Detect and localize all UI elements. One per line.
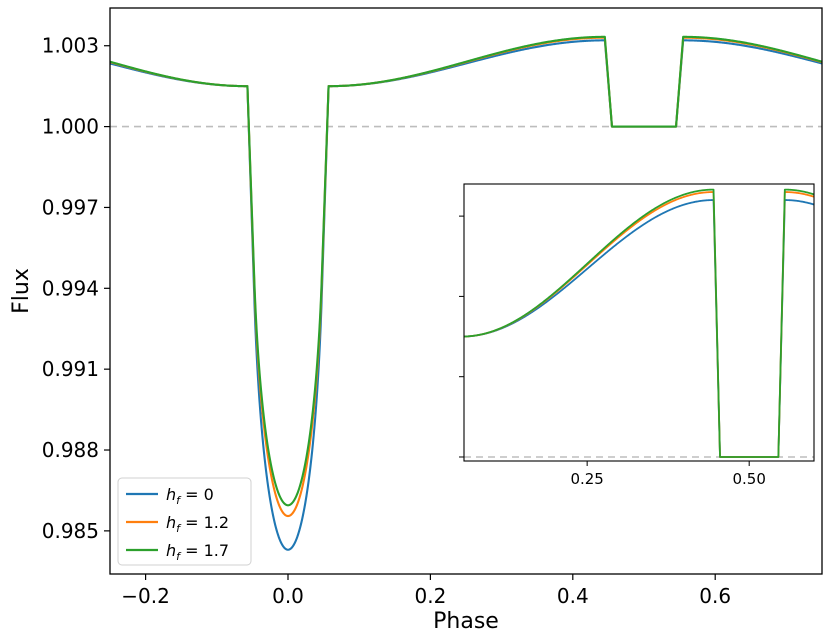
series-line-2 [110,35,822,507]
inset-background [464,184,814,461]
inset-plot-area [464,188,814,458]
legend-entry-label: hf = 1.7 [166,541,229,563]
inset-x-tick-label: 0.25 [570,470,603,488]
main-y-ticks: 0.985 0.988 0.991 0.994 0.997 1.000 1.003 [42,34,110,543]
y-tick-label: 1.003 [42,34,99,58]
main-axes-frame [109,7,823,575]
inset-y-ticks [459,215,464,458]
legend-entry-label: hf = 0 [166,485,214,507]
y-axis-label: Flux [9,268,34,314]
y-tick-label: 0.994 [42,276,99,300]
y-tick-label: 1.000 [42,115,99,139]
y-tick-label: 0.991 [42,357,99,381]
x-tick-label: −0.2 [121,584,170,608]
main-x-ticks: −0.2 0.0 0.2 0.4 0.6 [121,574,731,608]
legend-entry-label: hf = 1.2 [166,513,229,535]
y-tick-label: 0.985 [42,519,99,543]
x-tick-label: 0.2 [414,584,446,608]
x-tick-label: 0.0 [272,584,304,608]
x-tick-label: 0.6 [699,584,731,608]
x-axis-label: Phase [433,609,499,634]
legend-box [117,477,252,566]
main-plot-area [110,35,822,551]
inset-x-ticks: 0.25 0.50 [570,461,766,488]
y-tick-label: 0.988 [42,438,99,462]
inset-x-tick-label: 0.50 [732,470,765,488]
legend: hf = 0 hf = 1.2 hf = 1.7 [117,477,252,566]
inset-axes: 0.25 0.50 [459,183,815,488]
x-tick-label: 0.4 [557,584,589,608]
inset-axes-frame [463,183,815,462]
y-tick-label: 0.997 [42,195,99,219]
inset-series-line-2 [464,188,814,458]
